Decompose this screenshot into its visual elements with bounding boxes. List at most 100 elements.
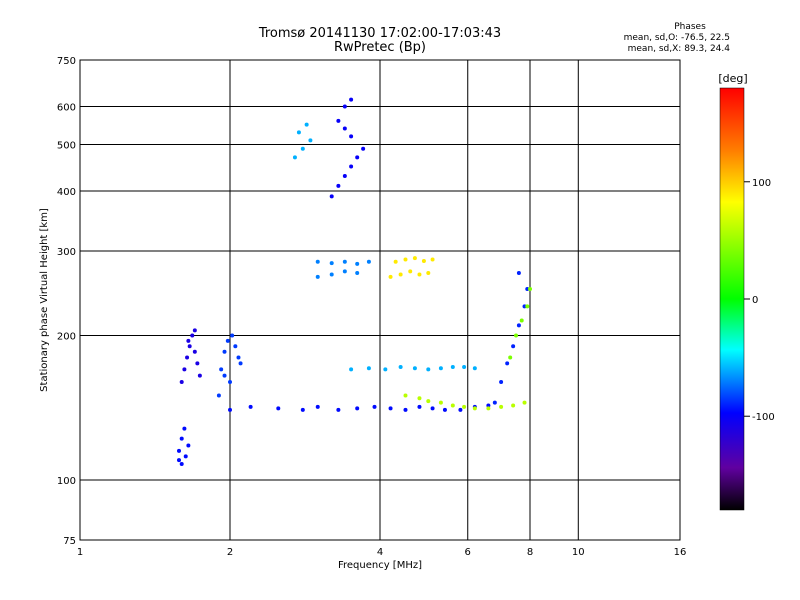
data-point <box>248 404 253 409</box>
data-point <box>442 407 447 412</box>
data-point <box>372 404 377 409</box>
data-point <box>349 97 354 102</box>
data-point <box>393 259 398 264</box>
y-tick-label: 75 <box>63 536 76 547</box>
data-point <box>185 355 190 360</box>
data-point <box>329 272 334 277</box>
data-point <box>329 261 334 266</box>
data-point <box>516 270 521 275</box>
plot-frame <box>79 59 681 541</box>
data-point <box>511 344 516 349</box>
colorbar <box>719 87 745 511</box>
y-tick-label: 750 <box>57 56 76 67</box>
y-tick-label: 600 <box>57 103 76 114</box>
data-point <box>514 333 519 338</box>
data-point <box>222 373 227 378</box>
data-point <box>388 274 393 279</box>
data-point <box>361 146 366 151</box>
data-point <box>516 323 521 328</box>
data-point <box>349 367 354 372</box>
data-point <box>458 407 463 412</box>
data-point <box>519 318 524 323</box>
data-point <box>219 367 224 372</box>
data-point <box>176 448 181 453</box>
data-point <box>342 259 347 264</box>
data-point <box>182 426 187 431</box>
data-point <box>472 366 477 371</box>
data-point <box>462 364 467 369</box>
data-point <box>417 404 422 409</box>
data-point <box>216 393 221 398</box>
data-point <box>342 126 347 131</box>
data-point <box>187 344 192 349</box>
data-point <box>417 272 422 277</box>
data-point <box>192 349 197 354</box>
data-point <box>300 146 305 151</box>
data-point <box>486 406 491 411</box>
data-point <box>315 274 320 279</box>
data-point <box>430 257 435 262</box>
data-point <box>355 406 360 411</box>
phase-stats: Phases mean, sd,O: -76.5, 22.5 mean, sd,… <box>590 22 730 55</box>
y-axis-ticks: 75 100 200 300 400 500 600 750 <box>57 56 76 547</box>
data-point <box>308 138 313 143</box>
y-tick-label: 100 <box>57 476 76 487</box>
grid-lines <box>80 60 680 540</box>
data-point <box>179 436 184 441</box>
data-point <box>192 328 197 333</box>
data-point <box>438 366 443 371</box>
data-point <box>228 380 232 385</box>
x-tick-label: 1 <box>77 547 83 558</box>
x-tick-label: 16 <box>674 547 687 558</box>
data-point <box>336 183 341 188</box>
data-point <box>525 304 530 309</box>
data-point <box>190 333 195 338</box>
y-tick-label: 500 <box>57 141 76 152</box>
data-point <box>186 338 191 343</box>
x-axis-label: Frequency [MHz] <box>338 560 422 571</box>
data-point <box>342 173 347 178</box>
data-point <box>398 272 403 277</box>
data-point <box>417 396 422 401</box>
data-points <box>176 97 532 466</box>
data-point <box>492 400 497 405</box>
data-point <box>388 406 393 411</box>
colorbar-tick-label: 0 <box>752 295 758 306</box>
x-tick-label: 10 <box>572 547 585 558</box>
data-point <box>522 400 527 405</box>
y-axis-label: Stationary phase Virtual Height [km] <box>39 208 50 392</box>
data-point <box>403 393 408 398</box>
data-point <box>336 118 341 123</box>
data-point <box>421 258 426 263</box>
data-point <box>355 155 360 160</box>
data-point <box>426 270 431 275</box>
data-point <box>366 259 371 264</box>
data-point <box>426 399 431 404</box>
data-point <box>329 194 334 199</box>
data-point <box>186 443 191 448</box>
data-point <box>342 269 347 274</box>
data-point <box>222 349 227 354</box>
chart-title: Tromsø 20141130 17:02:00-17:03:43 <box>258 26 502 41</box>
chart-subtitle: RwPretec (Bp) <box>333 40 427 55</box>
data-point <box>195 361 200 366</box>
data-point <box>508 355 513 360</box>
x-tick-label: 8 <box>527 547 533 558</box>
x-axis-ticks: 1 2 4 6 8 10 16 <box>77 547 687 558</box>
y-tick-label: 200 <box>57 332 76 343</box>
data-point <box>304 122 309 127</box>
data-point <box>336 407 341 412</box>
data-point <box>450 403 455 408</box>
data-point <box>315 404 320 409</box>
data-point <box>438 400 443 405</box>
y-tick-label: 300 <box>57 247 76 258</box>
data-point <box>276 406 281 411</box>
data-point <box>238 361 243 366</box>
data-point <box>228 407 232 412</box>
data-point <box>300 407 305 412</box>
data-point <box>355 261 360 266</box>
data-point <box>183 454 188 459</box>
data-point <box>505 361 510 366</box>
y-tick-label: 400 <box>57 187 76 198</box>
data-point <box>355 270 360 275</box>
